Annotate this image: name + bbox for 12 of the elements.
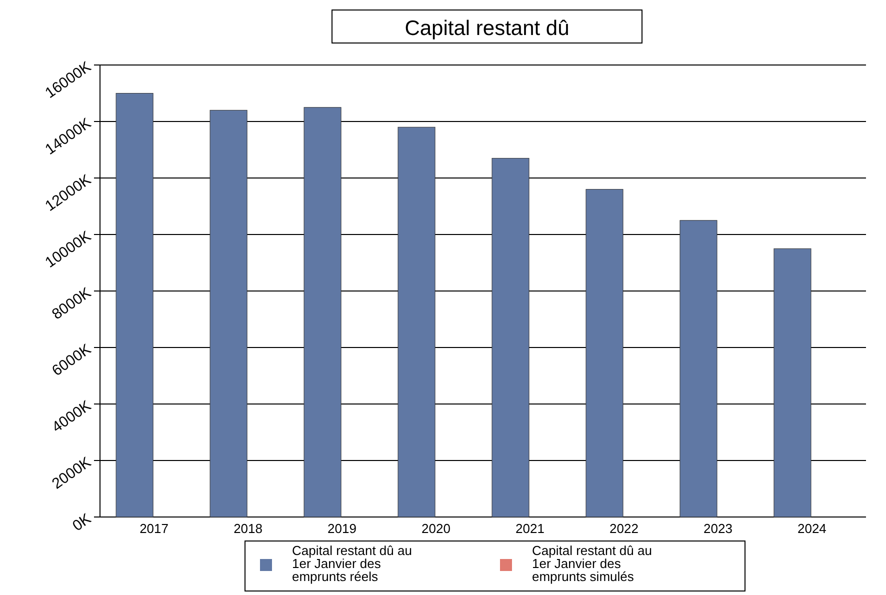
x-tick-label: 2022 — [610, 521, 638, 536]
x-tick-label: 2019 — [328, 521, 356, 536]
x-tick-label: 2018 — [234, 521, 262, 536]
chart-title: Capital restant dû — [404, 17, 570, 40]
x-tick-label: 2023 — [704, 521, 732, 536]
x-tick-label: 2017 — [140, 521, 169, 536]
legend-label: Capital restant dû au 1er Janvier des emprunts réels — [292, 543, 412, 584]
legend-label: Capital restant dû au 1er Janvier des emprunts simulés — [532, 543, 652, 584]
x-tick-label: 2020 — [422, 521, 450, 536]
x-tick-label: 2024 — [797, 521, 826, 536]
y-tick-label: 0K — [70, 510, 94, 535]
x-tick-label: 2021 — [516, 521, 544, 536]
